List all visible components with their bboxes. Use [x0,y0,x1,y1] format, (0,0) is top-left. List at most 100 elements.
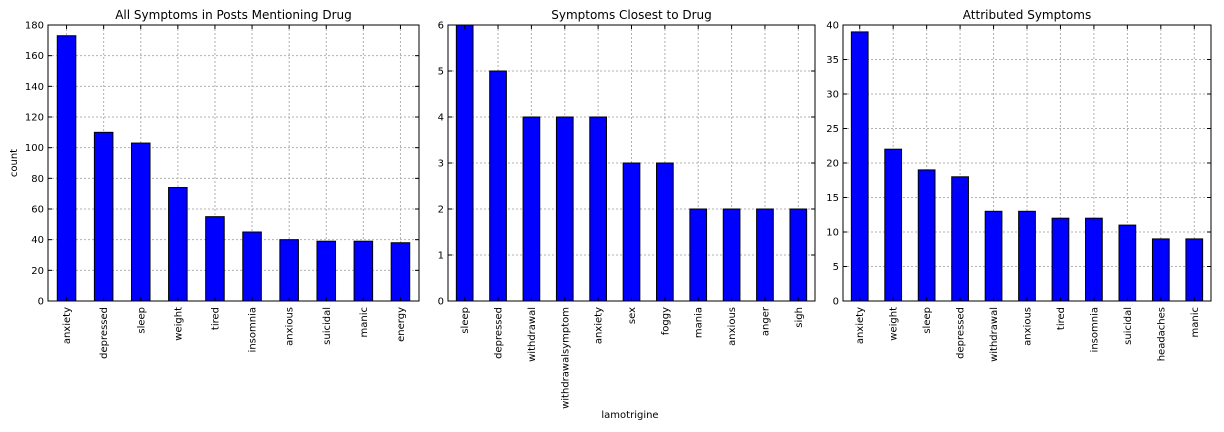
y-tick-label: 1 [438,251,444,262]
bar-energy [390,242,411,302]
y-tick-label: 6 [438,21,444,32]
y-tick-label: 60 [31,205,44,216]
chart-panel-3: 0 5 10 15 20 25 30 35 40 anxiety weight sleep depres… [826,8,1212,362]
bar-tired [1051,217,1070,302]
x-tick-label: manic [359,307,370,337]
x-tick-label: depressed [99,307,110,359]
plot-frame [47,24,420,302]
y-tick-label: 3 [438,159,444,170]
x-tick-label: depressed [956,307,967,359]
y-tick-label: 140 [25,82,44,93]
y-tick-label: 25 [826,124,839,135]
y-tick-label: 10 [826,228,839,239]
bar-anxious [1018,210,1036,302]
y-tick-label: 120 [25,113,44,124]
x-tick-label: anger [760,306,771,336]
y-tick-label: 160 [25,51,44,62]
y-tick-label: 100 [25,143,44,154]
chart-panel-1: 0 20 40 60 80 100 120 140 160 180 anxiety depressed… [9,8,420,359]
bar-sleep [130,142,151,302]
bar-mania [689,208,708,302]
y-tick-label: 35 [826,55,839,66]
bar-tired [205,216,225,302]
x-tick-label: withdrawalsymptom [560,307,571,409]
chart-title: Symptoms Closest to Drug [551,8,712,22]
bar-weight [168,187,188,302]
x-tick-label: sleep [922,307,933,334]
x-tick-label: weight [173,307,184,341]
x-tick-label: anxious [1023,307,1034,346]
bar-depressed [489,70,507,302]
y-axis-label: count [9,149,20,177]
bar-suicidal [1118,224,1137,302]
x-tick-label: tired [1056,307,1067,330]
x-tick-label: energy [396,307,407,342]
x-tick-label: insomnia [1089,307,1100,352]
bar-suicidal [316,240,337,302]
bar-manic [1185,238,1204,302]
y-tick-label: 30 [826,90,839,101]
bar-anxiety [56,35,77,302]
x-tick-label: weight [889,307,900,341]
bar-insomnia [1085,217,1103,302]
bar-insomnia [242,231,262,302]
bar-anxious [279,239,299,302]
bar-anxiety [850,31,869,302]
bar-anxiety [589,116,607,302]
bar-sigh [789,208,808,302]
y-tick-label: 5 [833,262,839,273]
x-tick-label: sex [627,307,638,324]
y-tick-label: 0 [38,297,44,308]
x-tick-label: suicidal [322,307,333,345]
bar-depressed [93,131,114,302]
bar-anxious [722,208,741,302]
x-tick-label: insomnia [248,307,259,352]
y-tick-label: 0 [833,297,839,308]
y-tick-label: 40 [31,235,44,246]
y-tick-label: 40 [826,21,839,32]
y-tick-label: 4 [438,113,444,124]
bar-manic [353,240,374,302]
x-tick-label: anxiety [62,307,73,344]
x-tick-label: sigh [794,307,805,328]
chart-panel-2: 0 1 2 3 4 5 6 sleep depressed withdrawal withdrawa… [438,8,816,409]
x-tick-label: depressed [494,307,505,359]
bar-foggy [656,162,674,302]
x-tick-label: headaches [1156,307,1167,361]
bar-anger [756,208,774,302]
x-tick-label: manic [1190,307,1201,337]
x-tick-label: suicidal [1123,307,1134,345]
bar-headaches [1151,238,1170,302]
x-tick-label: anxiety [594,307,605,344]
bar-weight [884,148,903,302]
x-tick-label: anxiety [855,307,866,344]
x-tick-label: withdrawal [989,307,1000,362]
x-tick-label: withdrawal [527,307,538,362]
y-tick-label: 20 [826,159,839,170]
x-tick-label: sleep [460,307,471,334]
x-tick-label: sleep [136,307,147,334]
chart-title: All Symptoms in Posts Mentioning Drug [115,8,352,22]
bar-withdrawalsymptom [555,116,574,302]
y-tick-label: 2 [438,205,444,216]
x-tick-label: mania [694,307,705,338]
y-tick-label: 180 [25,21,44,32]
bar-withdrawal [522,116,541,302]
x-tick-label: tired [210,307,221,330]
bar-sleep [455,24,474,302]
y-tick-label: 80 [31,174,44,185]
x-axis-label: lamotrigine [601,410,658,421]
x-tick-label: anxious [727,307,738,346]
y-tick-label: 0 [438,297,444,308]
bar-depressed [951,176,969,302]
x-tick-label: foggy [660,307,671,335]
chart-title: Attributed Symptoms [963,8,1091,22]
x-tick-label: anxious [285,307,296,346]
bar-withdrawal [984,210,1003,302]
y-tick-label: 5 [438,67,444,78]
bar-sleep [917,169,936,302]
y-tick-label: 15 [826,193,839,204]
y-tick-label: 20 [31,266,44,277]
